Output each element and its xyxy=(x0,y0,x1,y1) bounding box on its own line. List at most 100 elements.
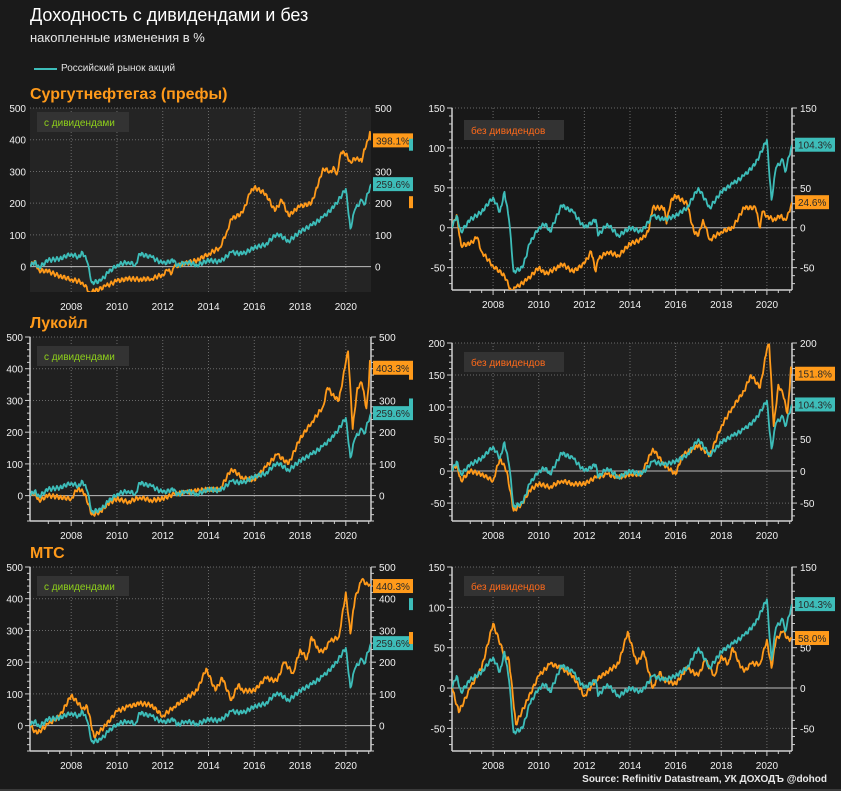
y-tick-label-right: 200 xyxy=(375,199,392,210)
x-tick-label: 2012 xyxy=(573,761,596,772)
y-tick-label-left: 0 xyxy=(439,467,445,478)
x-tick-label: 2008 xyxy=(482,300,505,311)
end-label-stub-market xyxy=(409,398,413,411)
y-tick-label-left: 150 xyxy=(428,371,445,382)
company-title-mts: МТС xyxy=(30,545,65,562)
panel-label-box xyxy=(37,346,129,366)
y-tick-label-right: 150 xyxy=(800,104,817,115)
page-title: Доходность с дивидендами и без xyxy=(30,5,309,25)
y-tick-label-left: 0 xyxy=(17,722,23,733)
bottom-divider xyxy=(0,789,841,791)
y-tick-label-left: 100 xyxy=(428,144,445,155)
y-tick-label-left: 150 xyxy=(428,563,445,574)
panel-label-without-dividends: без дивидендов xyxy=(471,357,545,369)
y-tick-label-right: 50 xyxy=(800,184,812,195)
x-tick-label: 2018 xyxy=(289,531,312,542)
end-label-box-stock xyxy=(795,366,835,381)
panel-label-with-dividends: с дивидендами xyxy=(44,582,115,593)
x-tick-label: 2016 xyxy=(664,761,687,772)
x-tick-label: 2016 xyxy=(664,531,687,542)
x-tick-label: 2008 xyxy=(482,531,505,542)
end-label-box-stock xyxy=(373,133,413,148)
y-tick-label-right: 150 xyxy=(800,563,817,574)
x-tick-label: 2016 xyxy=(243,302,266,313)
x-tick-label: 2012 xyxy=(152,761,175,772)
chart-panel-4: 0 100 200 300 400 500 0 100 200 300 400 500 2008 2010… xyxy=(6,563,413,772)
y-tick-label-left: 150 xyxy=(428,104,445,115)
x-tick-label: 2014 xyxy=(619,531,642,542)
y-tick-label-left: 100 xyxy=(6,460,23,471)
y-tick-label-right: 0 xyxy=(379,722,385,733)
y-tick-label-left: -50 xyxy=(431,724,446,735)
x-tick-label: 2018 xyxy=(710,531,733,542)
y-tick-label-left: 100 xyxy=(428,603,445,614)
end-label-stub-market xyxy=(409,138,413,151)
y-tick-label-right: 0 xyxy=(800,684,806,695)
end-label-box-market xyxy=(795,397,835,412)
panel-label-box xyxy=(464,352,564,372)
y-tick-label-left: 50 xyxy=(434,435,446,446)
end-label-stub-stock xyxy=(409,367,413,380)
end-label-box-stock xyxy=(373,360,413,375)
panel-label-with-dividends: с дивидендами xyxy=(44,352,115,363)
y-tick-label-left: 300 xyxy=(6,626,23,637)
x-tick-label: 2008 xyxy=(60,531,83,542)
end-label-market: 259.6% xyxy=(376,409,410,420)
y-tick-label-right: 50 xyxy=(800,435,812,446)
series-line-market xyxy=(30,642,371,745)
x-tick-label: 2018 xyxy=(289,302,312,313)
x-tick-label: 2010 xyxy=(528,531,551,542)
plot-area xyxy=(452,343,792,521)
x-tick-label: 2014 xyxy=(197,302,220,313)
x-tick-label: 2008 xyxy=(482,761,505,772)
series-line-stock xyxy=(452,622,792,726)
company-title-surgut: Сургутнефтегаз (префы) xyxy=(30,86,228,103)
x-tick-label: 2018 xyxy=(289,761,312,772)
end-label-stub-stock xyxy=(409,632,413,645)
page-subtitle: накопленные изменения в % xyxy=(30,30,205,45)
y-tick-label-left: 500 xyxy=(9,104,26,115)
y-tick-label-right: -50 xyxy=(800,499,815,510)
end-label-box-stock xyxy=(795,631,829,646)
end-label-box-stock xyxy=(373,579,413,594)
panel-label-box xyxy=(464,576,564,596)
end-label-stock: 398.1% xyxy=(376,136,410,147)
y-tick-label-right: 300 xyxy=(379,396,396,407)
legend-swatch-market xyxy=(34,67,57,70)
x-tick-label: 2010 xyxy=(528,300,551,311)
x-tick-label: 2020 xyxy=(335,761,358,772)
x-tick-label: 2012 xyxy=(573,531,596,542)
y-tick-label-right: 0 xyxy=(375,263,381,274)
y-tick-label-right: 50 xyxy=(800,644,812,655)
series-line-market xyxy=(452,399,792,509)
chart-panel-5: -50 0 50 100 150 -50 0 50 150 2008 2010 2012 2014 201… xyxy=(409,563,835,772)
x-tick-label: 2014 xyxy=(619,761,642,772)
chart-panel-0: 0 100 200 300 400 500 0 100 200 300 500 2008 2010 201… xyxy=(9,104,413,313)
y-tick-label-left: 400 xyxy=(6,365,23,376)
x-tick-label: 2016 xyxy=(243,531,266,542)
y-tick-label-right: 0 xyxy=(379,492,385,503)
y-tick-label-left: 500 xyxy=(6,333,23,344)
end-label-box-market xyxy=(373,406,413,421)
legend: Российский рынок акций xyxy=(34,63,175,74)
x-tick-label: 2010 xyxy=(106,531,129,542)
chart-panel-2: 0 100 200 300 400 500 0 100 200 300 500 2008 2010 201… xyxy=(6,333,413,542)
x-tick-label: 2014 xyxy=(197,761,220,772)
y-tick-label-left: 300 xyxy=(9,167,26,178)
series-line-market xyxy=(30,183,371,286)
y-tick-label-left: 200 xyxy=(9,199,26,210)
series-line-stock xyxy=(30,130,371,292)
x-tick-label: 2012 xyxy=(152,302,175,313)
y-tick-label-right: 100 xyxy=(379,690,396,701)
end-label-stock: 24.6% xyxy=(798,198,826,209)
end-label-box-market xyxy=(795,597,835,612)
series-line-stock xyxy=(452,193,792,290)
x-tick-label: 2010 xyxy=(106,761,129,772)
y-tick-label-right: 200 xyxy=(379,658,396,669)
end-label-market: 104.3% xyxy=(798,400,832,411)
y-tick-label-left: 200 xyxy=(6,658,23,669)
y-tick-label-right: 300 xyxy=(375,167,392,178)
y-tick-label-right: 100 xyxy=(375,231,392,242)
end-label-stock: 403.3% xyxy=(376,364,410,375)
x-tick-label: 2020 xyxy=(756,531,779,542)
